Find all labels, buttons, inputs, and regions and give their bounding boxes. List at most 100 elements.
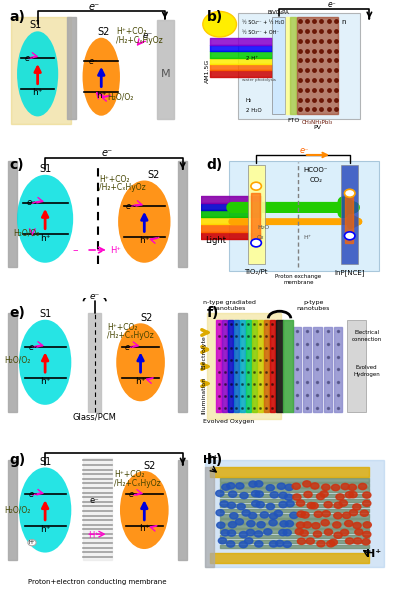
Text: M: M: [161, 69, 171, 79]
Text: O₂: O₂: [257, 235, 265, 239]
Circle shape: [349, 492, 357, 498]
Circle shape: [360, 510, 368, 517]
Text: H₂O/O₂: H₂O/O₂: [4, 355, 30, 364]
Circle shape: [220, 501, 228, 507]
Circle shape: [227, 530, 236, 536]
Text: ½ SO₄²⁻ + ½ H₂O: ½ SO₄²⁻ + ½ H₂O: [242, 20, 284, 25]
Text: S1: S1: [39, 457, 51, 467]
Text: n-type gradiated: n-type gradiated: [203, 300, 255, 305]
Bar: [303, 327, 311, 412]
Text: Hydrogen: Hydrogen: [353, 372, 380, 378]
Circle shape: [292, 483, 300, 489]
Ellipse shape: [120, 471, 169, 549]
Circle shape: [218, 538, 227, 544]
Circle shape: [348, 484, 357, 491]
Circle shape: [363, 522, 371, 528]
Text: H⁺+CO₂: H⁺+CO₂: [107, 323, 138, 332]
Text: H⁺: H⁺: [29, 540, 35, 545]
Text: TiO₂/Pt: TiO₂/Pt: [244, 269, 268, 275]
Text: e): e): [9, 306, 26, 320]
Circle shape: [222, 484, 230, 491]
Ellipse shape: [17, 175, 73, 263]
Bar: [206, 313, 281, 419]
Circle shape: [286, 501, 294, 507]
Circle shape: [362, 539, 370, 545]
Bar: [228, 320, 233, 412]
Circle shape: [312, 522, 320, 529]
Circle shape: [277, 483, 285, 489]
Text: /H₂+CₓHyOz: /H₂+CₓHyOz: [99, 183, 146, 193]
Text: /H₂+CₓHyOz: /H₂+CₓHyOz: [107, 331, 154, 340]
Circle shape: [279, 501, 287, 508]
Circle shape: [279, 492, 287, 499]
Bar: [205, 460, 384, 567]
Circle shape: [257, 522, 265, 528]
Circle shape: [339, 500, 348, 506]
Bar: [67, 17, 76, 119]
Circle shape: [331, 485, 340, 491]
Text: e⁻: e⁻: [126, 202, 135, 211]
Text: H⁺: H⁺: [366, 549, 381, 559]
Text: /H₂+CₓHyOz: /H₂+CₓHyOz: [116, 35, 163, 45]
Circle shape: [229, 521, 237, 528]
Circle shape: [303, 522, 311, 528]
Circle shape: [239, 531, 247, 538]
Bar: [222, 320, 227, 412]
Circle shape: [334, 502, 342, 508]
Text: ½ SO₃²⁻ + OH⁻: ½ SO₃²⁻ + OH⁻: [242, 30, 279, 35]
Circle shape: [255, 491, 263, 497]
Bar: [238, 13, 360, 119]
Text: h⁺: h⁺: [135, 376, 146, 385]
Bar: [11, 17, 71, 124]
Bar: [347, 320, 366, 412]
Circle shape: [245, 538, 253, 544]
Text: e⁻: e⁻: [101, 148, 112, 158]
Bar: [7, 460, 17, 560]
Bar: [240, 320, 245, 412]
Circle shape: [255, 480, 263, 487]
Circle shape: [322, 511, 330, 517]
Text: H₂: H₂: [246, 98, 252, 103]
Bar: [345, 193, 353, 243]
Circle shape: [216, 509, 224, 516]
Bar: [313, 327, 322, 412]
Circle shape: [306, 538, 314, 544]
Text: InP[NCE]: InP[NCE]: [335, 269, 365, 276]
Bar: [276, 320, 283, 412]
Bar: [293, 327, 301, 412]
Circle shape: [349, 509, 358, 516]
Circle shape: [297, 511, 305, 517]
Text: Electrolyte: Electrolyte: [201, 336, 206, 369]
Text: e⁻: e⁻: [143, 31, 153, 40]
Circle shape: [300, 530, 309, 536]
Circle shape: [317, 541, 325, 547]
Text: h⁺: h⁺: [139, 236, 150, 245]
Circle shape: [240, 492, 248, 499]
Bar: [323, 327, 332, 412]
Circle shape: [346, 538, 354, 544]
Bar: [290, 17, 296, 113]
Circle shape: [353, 538, 362, 544]
Circle shape: [229, 491, 237, 497]
Circle shape: [251, 239, 261, 247]
Bar: [229, 161, 379, 271]
Circle shape: [280, 521, 288, 527]
Circle shape: [344, 232, 355, 240]
Bar: [210, 553, 369, 563]
Bar: [178, 313, 188, 412]
Text: c): c): [9, 158, 24, 172]
Text: Evolved: Evolved: [356, 365, 377, 371]
Circle shape: [336, 494, 344, 500]
Circle shape: [284, 494, 293, 501]
Circle shape: [322, 484, 330, 491]
Bar: [234, 320, 239, 412]
Text: e⁻: e⁻: [24, 54, 34, 63]
Circle shape: [345, 492, 353, 498]
Circle shape: [316, 493, 325, 499]
Circle shape: [363, 492, 371, 498]
Circle shape: [249, 481, 257, 487]
Bar: [7, 161, 17, 267]
Text: nanotubes: nanotubes: [212, 306, 246, 311]
Circle shape: [327, 541, 335, 547]
Circle shape: [235, 519, 243, 525]
